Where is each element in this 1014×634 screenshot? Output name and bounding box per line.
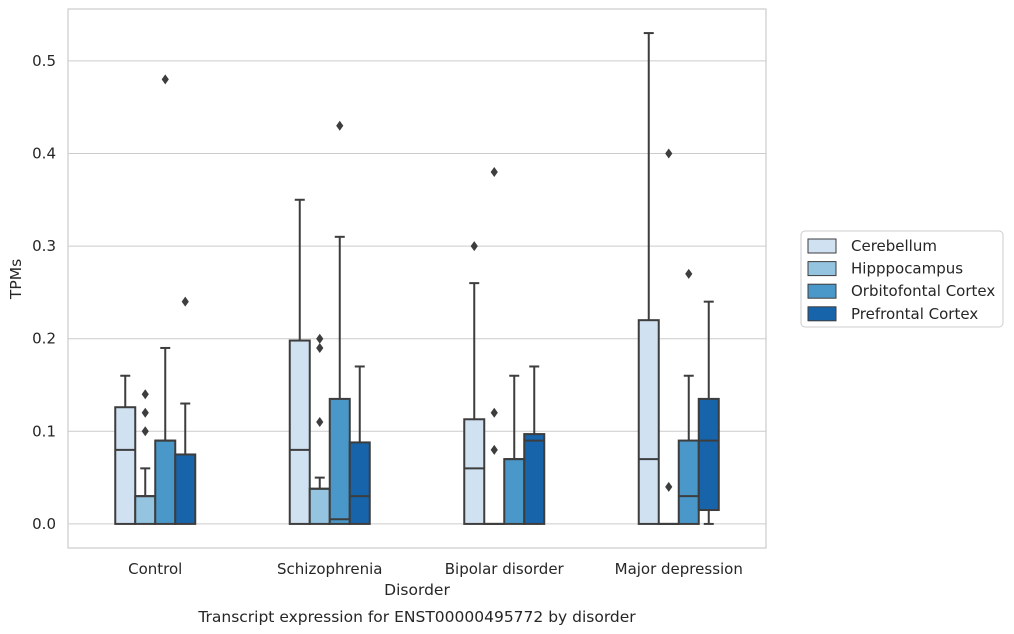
y-tick-labels: 0.0 0.1 0.2 0.3 0.4 0.5 <box>32 52 56 533</box>
legend-swatch <box>807 306 837 322</box>
y-tick-label: 0.5 <box>32 52 56 70</box>
x-tick-label: Control <box>128 560 182 578</box>
box-group <box>174 296 197 525</box>
y-tick-label: 0.1 <box>32 422 56 440</box>
outlier-point <box>316 417 324 428</box>
box-iqr <box>134 495 157 525</box>
box-iqr <box>348 441 371 525</box>
box-iqr <box>523 433 546 525</box>
box-iqr <box>328 397 351 525</box>
y-axis-label: TPMs <box>7 259 25 300</box>
legend-label: Hipppocampus <box>851 260 963 278</box>
box-iqr <box>503 458 526 525</box>
x-tick-labels: Control Schizophrenia Bipolar disorder Majo… <box>128 560 743 578</box>
legend-swatch <box>807 283 837 299</box>
legend-label: Orbitofontal Cortex <box>851 282 995 300</box>
outlier-point <box>685 268 693 279</box>
outlier-point <box>490 166 498 177</box>
box-group <box>677 268 700 525</box>
box-iqr <box>463 418 486 525</box>
box-iqr <box>114 406 137 525</box>
legend-swatch <box>807 238 837 254</box>
x-tick-label: Bipolar disorder <box>445 560 565 578</box>
box-plots <box>114 32 720 525</box>
outlier-point <box>181 296 189 307</box>
outlier-point <box>141 407 149 418</box>
box-group <box>463 241 486 525</box>
y-tick-label: 0.2 <box>32 330 56 348</box>
outlier-point <box>316 333 324 344</box>
box-iqr <box>677 439 700 525</box>
legend-label: Cerebellum <box>851 237 937 255</box>
outlier-point <box>470 241 478 252</box>
box-iqr <box>174 453 197 525</box>
box-group <box>697 300 720 525</box>
outlier-point <box>665 481 673 492</box>
x-tick-label: Schizophrenia <box>277 560 382 578</box>
box-group <box>483 166 506 525</box>
legend-label: Prefrontal Cortex <box>851 305 978 323</box>
legend-swatch <box>807 261 837 277</box>
box-group <box>154 74 177 525</box>
box-group <box>114 374 137 525</box>
box-group <box>134 389 157 525</box>
box-iqr <box>697 397 720 512</box>
box-group <box>328 120 351 525</box>
plot-area-frame <box>67 8 767 549</box>
box-group <box>308 333 331 525</box>
outlier-point <box>336 120 344 131</box>
outlier-point <box>141 389 149 400</box>
box-group <box>523 365 546 525</box>
chart-caption: Transcript expression for ENST0000049577… <box>197 608 636 626</box>
box-group <box>288 198 311 525</box>
outlier-point <box>161 74 169 85</box>
box-group <box>348 365 371 525</box>
outlier-point <box>141 426 149 437</box>
box-iqr <box>154 439 177 525</box>
y-tick-label: 0.0 <box>32 515 56 533</box>
box-group <box>637 32 660 525</box>
x-axis-label: Disorder <box>384 581 450 599</box>
box-iqr <box>308 487 331 525</box>
legend: Cerebellum Hipppocampus Orbitofontal Corte… <box>800 230 1004 328</box>
x-tick-label: Major depression <box>615 560 743 578</box>
outlier-point <box>665 148 673 159</box>
outlier-point <box>490 444 498 455</box>
box-iqr <box>288 339 311 525</box>
outlier-point <box>490 407 498 418</box>
box-group <box>657 148 680 525</box>
box-iqr <box>637 319 660 525</box>
box-group <box>503 374 526 525</box>
y-tick-label: 0.4 <box>32 144 56 162</box>
y-tick-label: 0.3 <box>32 237 56 255</box>
legend-frame <box>800 230 1004 328</box>
outlier-point <box>316 342 324 353</box>
